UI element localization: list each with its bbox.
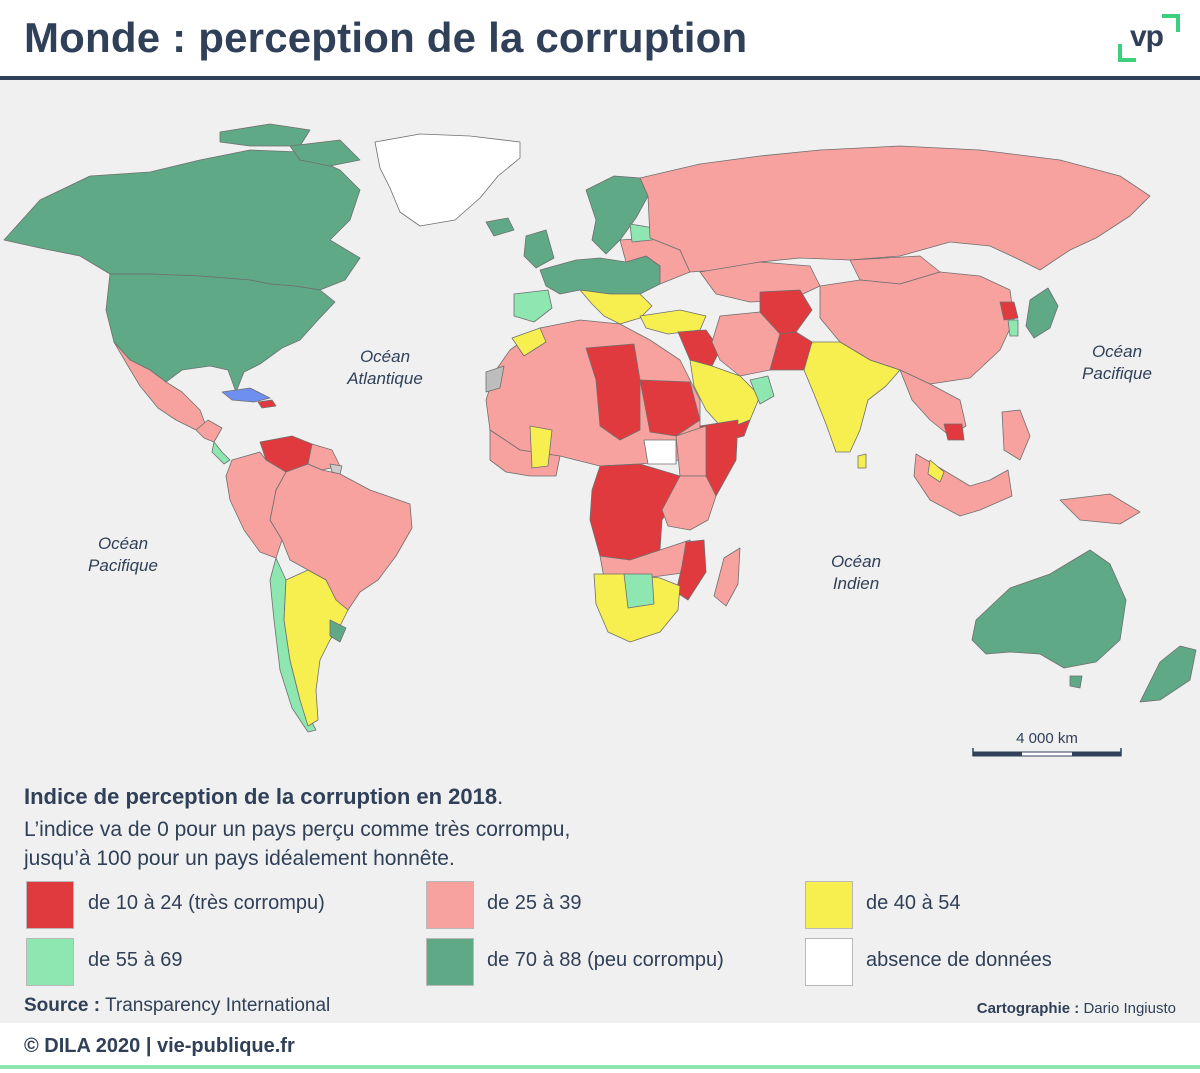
greenland — [374, 133, 521, 227]
ocean-label-atlantique: Océan Atlantique — [325, 346, 445, 390]
italy-balkans — [579, 289, 653, 325]
russia — [639, 145, 1151, 273]
legend-swatch-very-clean — [426, 938, 474, 986]
legend-swatch-mid — [805, 881, 853, 929]
ocean-word: Océan — [97, 534, 149, 553]
source-label: Source : — [24, 995, 101, 1016]
footer-rule — [0, 1065, 1200, 1069]
canada — [3, 149, 361, 291]
turkey — [639, 309, 707, 335]
logo-text: vp — [1130, 20, 1164, 53]
madagascar — [713, 547, 741, 607]
legend-label-very-clean: de 70 à 88 (peu corrompu) — [487, 949, 724, 971]
scandinavia — [585, 175, 649, 255]
colombia-peru — [225, 451, 287, 559]
oman-uae — [749, 375, 775, 405]
footer: © DILA 2020 | vie-publique.fr — [0, 1023, 1200, 1069]
ocean-word: Océan — [830, 552, 882, 571]
new-zealand — [1139, 645, 1197, 703]
scale-bar: 4 000 km — [972, 730, 1122, 760]
page-title: Monde : perception de la corruption — [24, 14, 748, 61]
korea-north — [999, 301, 1019, 321]
india — [803, 341, 901, 453]
western-europe — [539, 255, 661, 295]
legend-title-bold: Indice de perception de la corruption en… — [24, 784, 498, 809]
cambodia — [943, 423, 965, 441]
libya-chad — [585, 343, 641, 441]
vp-logo: vp — [1116, 14, 1182, 64]
legend-swatch-very-corrupt — [26, 881, 74, 929]
legend-title-end: . — [497, 784, 504, 809]
malaysia-indonesia — [913, 453, 1013, 517]
source-value: Transparency International — [104, 995, 331, 1016]
world-map: Océan Atlantique Océan Pacifique Océan P… — [0, 80, 1200, 770]
legend-area — [0, 770, 1200, 1023]
legend-desc-line1: L’indice va de 0 pour un pays perçu comm… — [24, 818, 571, 841]
header-rule — [0, 76, 1200, 80]
sri-lanka — [857, 453, 867, 469]
sudan — [639, 379, 701, 437]
map-svg — [3, 123, 1197, 733]
legend-label-no-data: absence de données — [866, 949, 1052, 971]
morocco — [511, 327, 547, 357]
legend-title: Indice de perception de la corruption en… — [24, 784, 503, 810]
ghana-senegal — [529, 425, 553, 469]
ocean-label-pacifique-ouest: Océan Pacifique — [63, 533, 183, 577]
legend-label-corrupt: de 25 à 39 — [487, 892, 582, 914]
papua — [1059, 493, 1141, 525]
iceland — [485, 217, 515, 237]
cartography-credit: Cartographie : Dario Ingiusto — [977, 1000, 1176, 1017]
ocean-label-indien: Océan Indien — [796, 551, 916, 595]
argentina — [283, 569, 349, 727]
iraq-syria — [677, 329, 721, 367]
legend-label-very-corrupt: de 10 à 24 (très corrompu) — [88, 892, 325, 914]
philippines — [1001, 409, 1031, 461]
korea-south — [1007, 319, 1019, 337]
scale-label: 4 000 km — [1016, 730, 1078, 747]
ocean-label-pacifique-est: Océan Pacifique — [1057, 341, 1177, 385]
australia — [971, 549, 1127, 669]
ocean-name: Pacifique — [1082, 364, 1152, 383]
source-line: Source : Transparency International — [24, 995, 330, 1017]
cartography-value: Dario Ingiusto — [1083, 1000, 1176, 1017]
western-sahara — [485, 365, 505, 393]
legend-desc-line2: jusqu’à 100 pour un pays idéalement honn… — [24, 847, 455, 870]
baltics — [629, 223, 655, 243]
legend-description: L’indice va de 0 pour un pays perçu comm… — [24, 815, 724, 873]
ocean-word: Océan — [1091, 342, 1143, 361]
uruguay — [329, 619, 347, 643]
ocean-word: Océan — [359, 347, 411, 366]
legend-swatch-no-data — [805, 938, 853, 986]
malaysia — [927, 459, 945, 483]
botswana — [623, 573, 655, 609]
cartography-label: Cartographie : — [976, 1000, 1080, 1017]
south-sudan — [643, 439, 677, 465]
legend-swatch-corrupt — [426, 881, 474, 929]
iberia — [513, 289, 553, 323]
uk-ireland — [523, 229, 555, 269]
legend-swatch-clean — [26, 938, 74, 986]
tasmania — [1069, 675, 1083, 689]
east-africa — [661, 475, 717, 531]
ocean-name: Atlantique — [347, 369, 423, 388]
legend-label-clean: de 55 à 69 — [88, 949, 183, 971]
mozambique — [675, 539, 707, 601]
japan — [1025, 287, 1059, 339]
header: Monde : perception de la corruption vp — [0, 0, 1200, 80]
legend-label-mid: de 40 à 54 — [866, 892, 961, 914]
ocean-name: Indien — [832, 574, 880, 593]
ocean-name: Pacifique — [88, 556, 158, 575]
footer-credit: © DILA 2020 | vie-publique.fr — [24, 1035, 295, 1057]
